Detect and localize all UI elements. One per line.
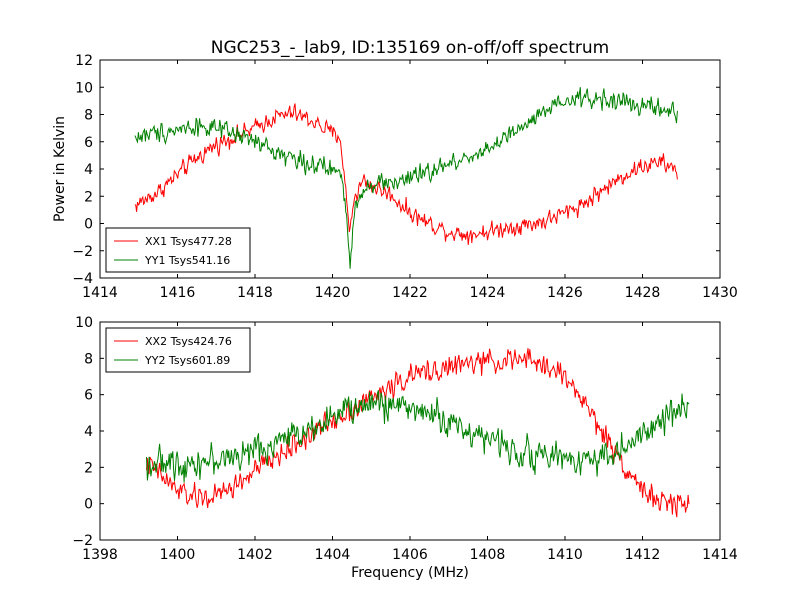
x-tick-label: 1410 [547,547,583,563]
x-tick-label: 1412 [625,547,661,563]
x-tick-label: 1414 [702,547,738,563]
y-tick-label: 10 [75,315,93,331]
y-tick-label: 2 [84,460,93,476]
x-tick-label: 1422 [392,285,428,301]
x-tick-label: 1426 [547,285,583,301]
y-tick-label: 8 [84,108,93,124]
y-tick-label: 12 [75,53,93,69]
y-tick-label: 0 [84,217,93,233]
x-tick-label: 1430 [702,285,738,301]
x-tick-label: 1400 [160,547,196,563]
x-tick-label: 1404 [315,547,351,563]
legend-box [105,227,251,273]
y-tick-label: 4 [84,424,93,440]
y-tick-label: 0 [84,497,93,513]
legend-box [105,327,251,373]
x-tick-label: 1414 [82,285,118,301]
x-tick-label: 1428 [625,285,661,301]
x-tick-label: 1398 [82,547,118,563]
x-axis-label: Frequency (MHz) [351,565,469,581]
y-tick-label: −2 [72,244,93,260]
x-tick-label: 1408 [470,547,506,563]
series-line-xx1 [134,103,678,245]
bottom-spectrum-plot: 1398 1400 1402 1404 1406 1408 1410 1412 1414 −2 0 2… [72,315,738,581]
y-tick-label: 2 [84,189,93,205]
legend-label: XX1 Tsys477.28 [145,235,232,248]
legend-label: XX2 Tsys424.76 [145,335,232,348]
x-tick-label: 1416 [160,285,196,301]
x-tick-label: 1418 [237,285,273,301]
x-tick-label: 1420 [315,285,351,301]
y-tick-label: 4 [84,162,93,178]
top-spectrum-plot: 1414 1416 1418 1420 1422 1424 1426 1428 1430 −4 −2… [52,53,738,301]
figure-title: NGC253_-_lab9, ID:135169 on-off/off spec… [211,38,609,58]
legend-label: YY2 Tsys601.89 [144,354,230,367]
y-axis-label: Power in Kelvin [52,116,68,222]
y-tick-label: 8 [84,351,93,367]
legend: XX1 Tsys477.28 YY1 Tsys541.16 [105,227,251,273]
series-line-yy1 [134,87,678,269]
legend: XX2 Tsys424.76 YY2 Tsys601.89 [105,327,251,373]
y-tick-label: 6 [84,135,93,151]
y-tick-label: −2 [72,533,93,549]
x-tick-label: 1406 [392,547,428,563]
x-tick-label: 1402 [237,547,273,563]
x-tick-label: 1424 [470,285,506,301]
series-line-xx2 [146,348,690,518]
y-tick-label: 6 [84,388,93,404]
y-tick-label: 10 [75,80,93,96]
y-tick-label: −4 [72,271,93,287]
legend-label: YY1 Tsys541.16 [144,254,230,267]
series-line-yy2 [146,390,690,483]
